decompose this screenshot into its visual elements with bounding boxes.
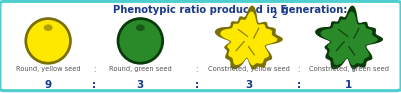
Text: Constricted, green seed: Constricted, green seed	[309, 66, 389, 72]
Text: 2: 2	[271, 11, 277, 20]
Text: :: :	[93, 65, 95, 74]
Text: Round, green seed: Round, green seed	[109, 66, 172, 72]
Ellipse shape	[119, 20, 161, 62]
Text: Round, yellow seed: Round, yellow seed	[16, 66, 81, 72]
Text: 3: 3	[245, 80, 252, 90]
FancyBboxPatch shape	[0, 1, 401, 91]
Polygon shape	[220, 12, 277, 65]
Text: Constricted, yellow seed: Constricted, yellow seed	[208, 66, 290, 72]
Text: :: :	[297, 80, 301, 90]
Text: generation:: generation:	[278, 5, 347, 15]
Polygon shape	[320, 12, 378, 65]
Polygon shape	[215, 6, 283, 70]
Text: :: :	[194, 80, 198, 90]
Text: :: :	[92, 80, 96, 90]
Text: :: :	[298, 65, 300, 74]
Text: 9: 9	[45, 80, 52, 90]
Text: 3: 3	[137, 80, 144, 90]
Ellipse shape	[44, 24, 53, 31]
Ellipse shape	[136, 24, 145, 31]
Text: 1: 1	[345, 80, 352, 90]
Text: :: :	[195, 65, 198, 74]
Text: Phenotypic ratio produced in F: Phenotypic ratio produced in F	[113, 5, 288, 15]
Ellipse shape	[117, 17, 164, 65]
Ellipse shape	[24, 17, 72, 65]
Polygon shape	[315, 6, 383, 70]
Ellipse shape	[27, 20, 69, 62]
